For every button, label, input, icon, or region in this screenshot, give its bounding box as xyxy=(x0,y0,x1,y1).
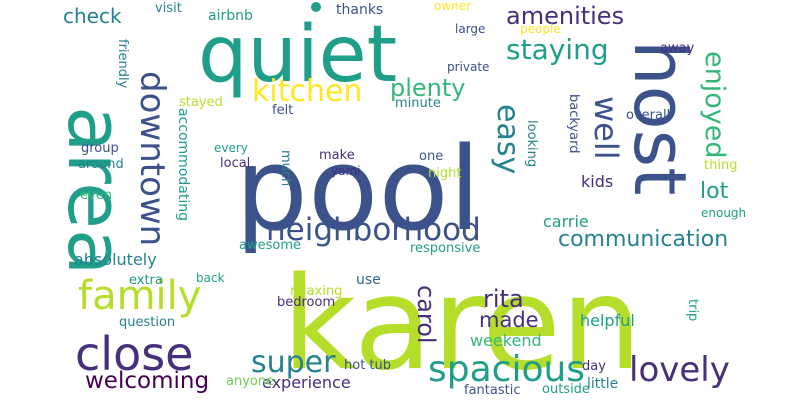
word: lovely xyxy=(629,350,730,390)
word: owner xyxy=(434,0,472,13)
word: close xyxy=(75,327,194,381)
word: made xyxy=(479,308,539,332)
word: rita xyxy=(483,285,524,313)
word: away xyxy=(660,41,695,56)
word: experience xyxy=(262,373,351,392)
word: plenty xyxy=(390,74,466,102)
word: downtown xyxy=(132,71,172,247)
word: stayed xyxy=(179,95,223,110)
word: even xyxy=(80,188,112,203)
word: yami xyxy=(331,164,361,178)
word: group xyxy=(81,141,119,156)
word: around xyxy=(78,157,124,172)
word: absolutely xyxy=(74,250,157,269)
word: question xyxy=(119,315,176,330)
word: super xyxy=(251,345,336,380)
word: weekend xyxy=(470,331,542,350)
word: felt xyxy=(272,103,294,118)
word: enough xyxy=(701,206,747,220)
word: private xyxy=(447,60,490,74)
word: looking xyxy=(524,120,539,168)
word: spacious xyxy=(428,349,586,390)
word: night xyxy=(428,166,462,181)
word: trip xyxy=(685,299,700,322)
word: large xyxy=(455,22,486,36)
word: host xyxy=(618,40,702,196)
word: make xyxy=(319,148,355,163)
word: fantastic xyxy=(464,383,521,398)
word: day xyxy=(582,359,606,374)
word: communication xyxy=(558,227,729,252)
word: little xyxy=(587,376,619,392)
word: check xyxy=(63,4,122,28)
word: back xyxy=(196,271,225,285)
word: karen xyxy=(282,250,642,399)
word: kids xyxy=(581,172,614,191)
decorative-dot xyxy=(311,2,321,12)
word: kitchen xyxy=(252,74,363,109)
word: family xyxy=(78,273,202,319)
word: thanks xyxy=(336,2,384,18)
word: accommodating xyxy=(175,108,191,221)
word: amenities xyxy=(506,2,625,30)
word: relaxing xyxy=(290,284,343,299)
word: friendly xyxy=(115,39,130,89)
word: area xyxy=(51,106,140,276)
word: use xyxy=(356,272,381,288)
word: carrie xyxy=(543,212,589,231)
word: overall xyxy=(626,108,671,123)
word: outside xyxy=(542,382,590,397)
word: lot xyxy=(700,179,729,204)
word: people xyxy=(520,22,561,36)
word: airbnb xyxy=(208,8,253,24)
word: minute xyxy=(395,96,441,111)
word: pool xyxy=(235,123,481,257)
word: well xyxy=(587,96,625,160)
word: backyard xyxy=(566,94,581,154)
word: enjoyed xyxy=(699,51,730,159)
word: responsive xyxy=(410,241,481,256)
word: extra xyxy=(129,273,163,288)
word: welcoming xyxy=(85,368,210,394)
word: visit xyxy=(155,1,182,16)
word: quiet xyxy=(198,10,398,100)
word: local xyxy=(220,156,251,171)
word: easy xyxy=(490,104,525,175)
word: staying xyxy=(506,33,609,66)
word: carol xyxy=(412,285,440,344)
word: bedroom xyxy=(277,295,336,310)
word: anyone xyxy=(226,374,275,389)
word: every xyxy=(214,141,248,155)
word: much xyxy=(278,150,293,187)
word: awesome xyxy=(239,238,301,253)
word: one xyxy=(419,149,444,164)
word: hot tub xyxy=(344,358,392,373)
word: neighborhood xyxy=(266,212,481,248)
word: helpful xyxy=(580,311,635,330)
word: thing xyxy=(704,158,738,173)
